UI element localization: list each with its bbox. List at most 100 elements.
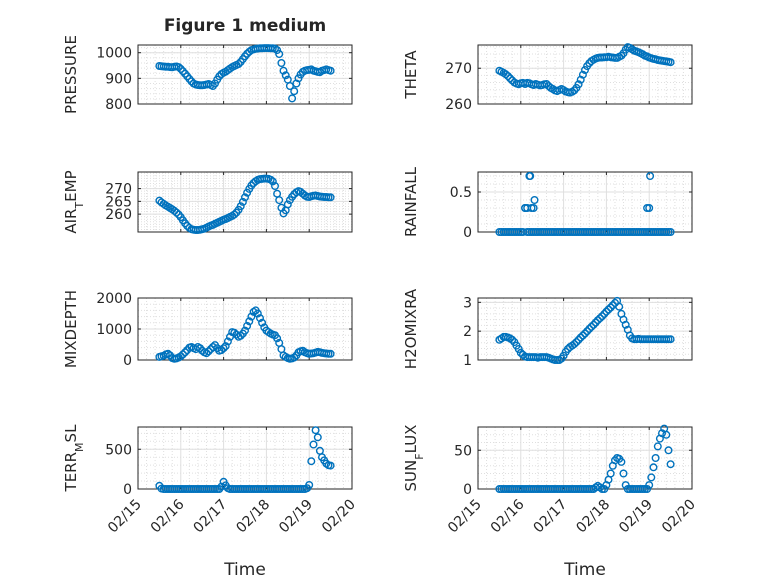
data-point xyxy=(617,457,626,466)
y-axis-label-part: AIR xyxy=(62,209,80,234)
axes-box xyxy=(137,44,353,105)
data-point xyxy=(581,65,590,74)
data-point xyxy=(326,461,335,470)
x-tick-label: 02/15 xyxy=(105,497,145,537)
data-point xyxy=(266,175,275,184)
axes-box xyxy=(137,297,353,361)
data-point xyxy=(247,312,256,321)
y-axis-label-subscript: T xyxy=(73,202,86,210)
data-point xyxy=(530,195,539,204)
data-point xyxy=(181,348,190,357)
data-point xyxy=(666,58,675,67)
subplot-pressure: 800 900 1000 PRESSURE xyxy=(62,35,353,114)
data-point xyxy=(217,346,226,355)
data-point xyxy=(236,202,245,211)
data-point xyxy=(240,193,249,202)
y-axis-label: AIRTEMP xyxy=(62,170,86,233)
x-tick-label: 02/17 xyxy=(191,497,231,537)
data-point xyxy=(645,481,654,490)
y-axis-label: THETA xyxy=(402,50,420,100)
y-axis-label: H2OMIXRA xyxy=(402,288,420,369)
data-point xyxy=(606,469,615,478)
data-point xyxy=(208,343,217,352)
plot-area xyxy=(478,45,692,104)
data-point xyxy=(658,429,667,438)
data-point xyxy=(529,203,538,212)
data-point xyxy=(215,485,224,494)
y-axis-label-part: MIXDEPTH xyxy=(62,290,80,368)
data-point xyxy=(234,60,243,69)
y-tick-label: 260 xyxy=(105,207,132,223)
y-tick-label: 0 xyxy=(463,225,472,241)
data-point xyxy=(230,328,239,337)
data-point xyxy=(598,312,607,321)
data-point xyxy=(615,302,624,311)
plot-area xyxy=(138,172,352,232)
plot-area xyxy=(138,427,352,489)
data-point xyxy=(305,481,314,490)
data-point xyxy=(508,335,517,344)
data-point xyxy=(275,50,284,59)
data-point xyxy=(643,485,652,494)
y-tick-label: 0.5 xyxy=(450,185,472,201)
data-point xyxy=(526,171,535,180)
data-point xyxy=(236,331,245,340)
data-point xyxy=(256,314,265,323)
data-point xyxy=(230,210,239,219)
data-point xyxy=(313,433,322,442)
y-axis-label-part: TERR xyxy=(62,452,80,493)
data-point xyxy=(285,81,294,90)
data-point xyxy=(309,440,318,449)
y-tick-label: 260 xyxy=(445,97,472,113)
y-tick-label: 3 xyxy=(463,295,472,311)
data-point xyxy=(202,349,211,358)
data-point xyxy=(326,349,335,358)
data-point xyxy=(574,80,583,89)
x-tick-label: 02/20 xyxy=(659,497,699,537)
data-point xyxy=(238,197,247,206)
data-point xyxy=(176,352,185,361)
data-point xyxy=(506,74,515,83)
y-axis-label-subscript: F xyxy=(413,453,426,459)
data-point xyxy=(271,181,280,190)
data-point xyxy=(253,309,262,318)
data-point xyxy=(326,193,335,202)
x-axis-label: Time xyxy=(563,560,606,580)
y-tick-label: 270 xyxy=(105,182,132,198)
data-point xyxy=(596,314,605,323)
data-point xyxy=(666,227,675,236)
data-point xyxy=(176,64,185,73)
data-point xyxy=(600,485,609,494)
data-point xyxy=(501,70,510,79)
subplot-theta: 260 270 THETA xyxy=(402,43,693,113)
x-tick-label: 02/19 xyxy=(276,497,316,537)
plot-area xyxy=(478,172,692,232)
data-point xyxy=(578,331,587,340)
data-point xyxy=(307,457,316,466)
data-point xyxy=(204,347,213,356)
data-point xyxy=(593,316,602,325)
y-tick-label: 0 xyxy=(123,353,132,369)
y-tick-label: 265 xyxy=(105,194,132,210)
y-axis-label-part: SL xyxy=(62,424,80,443)
axes-box xyxy=(477,426,693,490)
data-point xyxy=(666,460,675,469)
data-point xyxy=(574,335,583,344)
axes-box xyxy=(137,426,353,490)
data-point xyxy=(311,426,320,435)
data-point xyxy=(578,70,587,79)
y-tick-label: 900 xyxy=(105,71,132,87)
y-axis-label-part: RAINFALL xyxy=(402,166,420,237)
y-axis-label: TERRMSL xyxy=(62,424,86,493)
y-tick-label: 500 xyxy=(105,442,132,458)
x-tick-label: 02/18 xyxy=(573,497,613,537)
data-point xyxy=(602,307,611,316)
data-point xyxy=(275,196,284,205)
data-point xyxy=(647,473,656,482)
data-point xyxy=(621,320,630,329)
data-point xyxy=(223,337,232,346)
data-point xyxy=(258,318,267,327)
